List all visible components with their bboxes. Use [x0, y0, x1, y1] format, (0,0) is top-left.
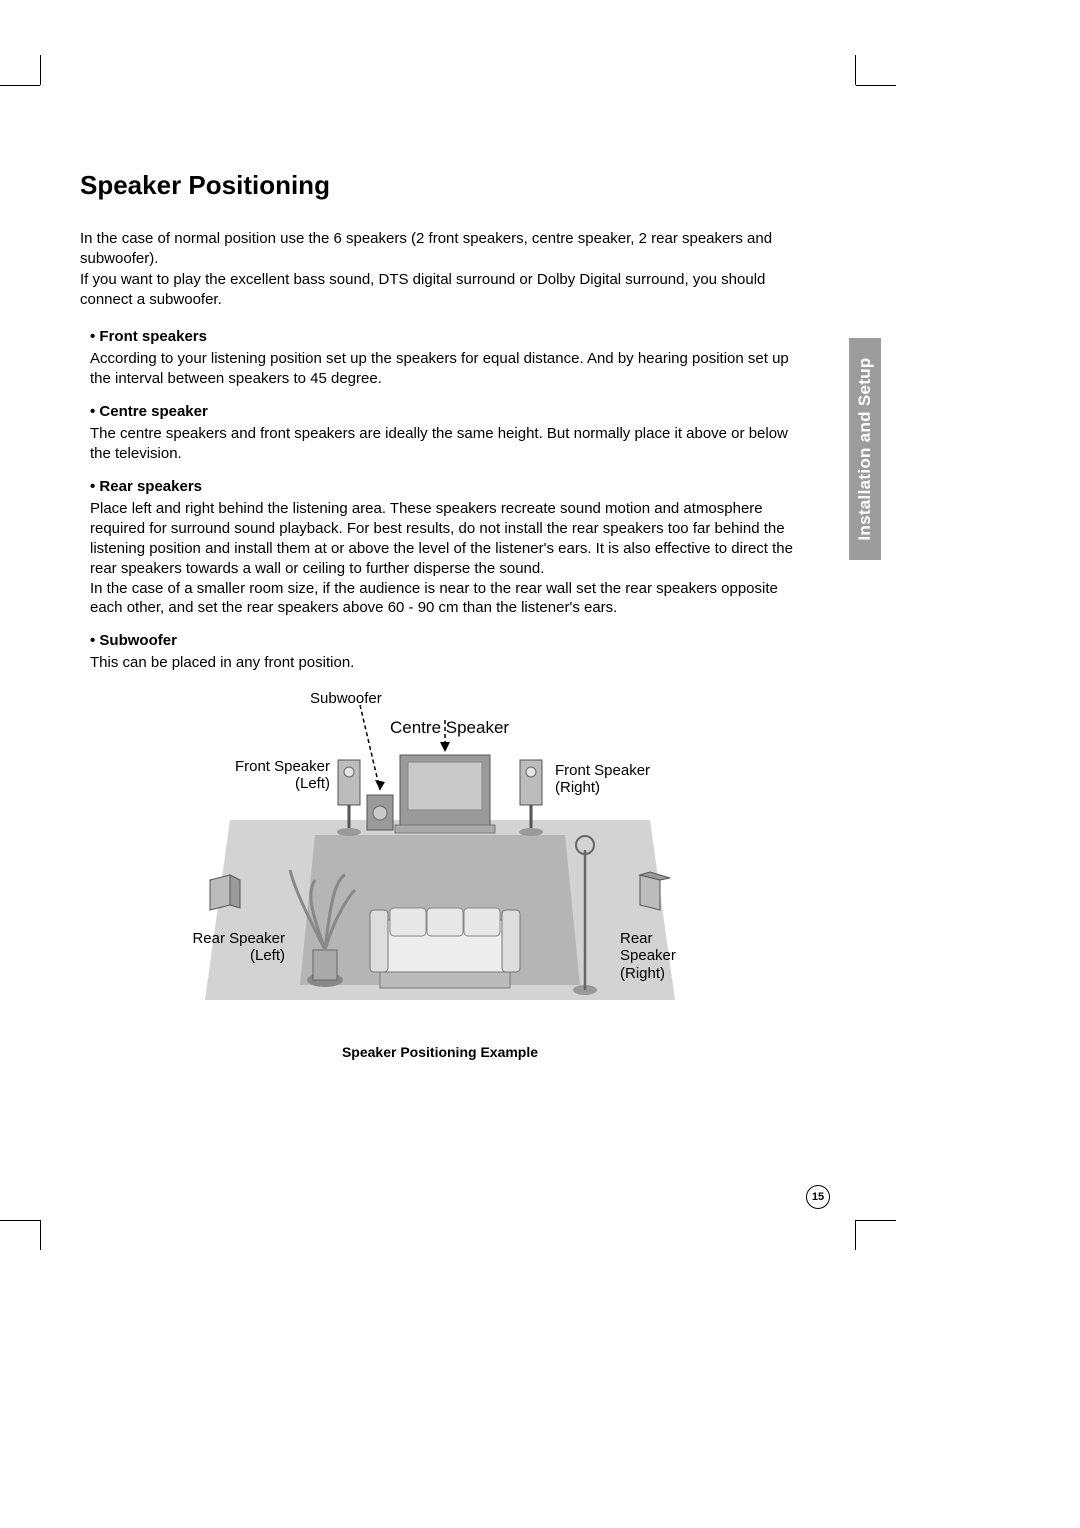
label-front-right: Front Speaker (Right) — [555, 762, 650, 797]
rear-right-speaker-icon — [640, 872, 670, 910]
crop-mark — [0, 85, 40, 86]
sofa-icon — [370, 908, 520, 988]
tv-icon — [395, 755, 495, 833]
section-heading: Subwoofer — [90, 632, 800, 649]
intro-text: In the case of normal position use the 6… — [80, 229, 800, 310]
section-subwoofer: Subwoofer This can be placed in any fron… — [90, 632, 800, 673]
main-content: Speaker Positioning In the case of norma… — [80, 170, 800, 687]
page-title: Speaker Positioning — [80, 170, 800, 201]
section-tab-label: Installation and Setup — [855, 357, 875, 540]
section-tab: Installation and Setup — [849, 338, 881, 560]
arrow-head — [440, 742, 450, 752]
section-heading: Front speakers — [90, 328, 800, 345]
section-rear: Rear speakers Place left and right behin… — [90, 478, 800, 619]
label-rear-left: Rear Speaker (Left) — [185, 930, 285, 965]
rear-left-speaker-icon — [210, 875, 240, 910]
subwoofer-icon — [367, 795, 393, 830]
section-centre: Centre speaker The centre speakers and f… — [90, 403, 800, 464]
arrow-line — [360, 705, 380, 790]
crop-mark — [856, 1220, 896, 1221]
label-rear-right: Rear Speaker (Right) — [620, 930, 685, 982]
section-body: Place left and right behind the listenin… — [90, 499, 800, 579]
label-centre: Centre Speaker — [390, 718, 509, 738]
crop-mark — [0, 1220, 40, 1221]
page-number: 15 — [806, 1185, 830, 1209]
crop-mark — [855, 1220, 856, 1250]
speaker-diagram: Subwoofer Centre Speaker Front Speaker (… — [195, 680, 685, 1040]
diagram-caption: Speaker Positioning Example — [80, 1044, 800, 1060]
section-heading: Rear speakers — [90, 478, 800, 495]
crop-mark — [855, 55, 856, 85]
intro-line: If you want to play the excellent bass s… — [80, 270, 800, 311]
arrow-head — [375, 780, 385, 790]
section-body: According to your listening position set… — [90, 349, 800, 389]
label-front-left: Front Speaker (Left) — [220, 758, 330, 793]
crop-mark — [856, 85, 896, 86]
section-heading: Centre speaker — [90, 403, 800, 420]
section-front: Front speakers According to your listeni… — [90, 328, 800, 389]
intro-line: In the case of normal position use the 6… — [80, 229, 800, 270]
section-body: This can be placed in any front position… — [90, 653, 800, 673]
label-subwoofer: Subwoofer — [310, 690, 382, 707]
crop-mark — [40, 1220, 41, 1250]
section-body: The centre speakers and front speakers a… — [90, 424, 800, 464]
crop-mark — [40, 55, 41, 85]
section-body: In the case of a smaller room size, if t… — [90, 579, 800, 619]
